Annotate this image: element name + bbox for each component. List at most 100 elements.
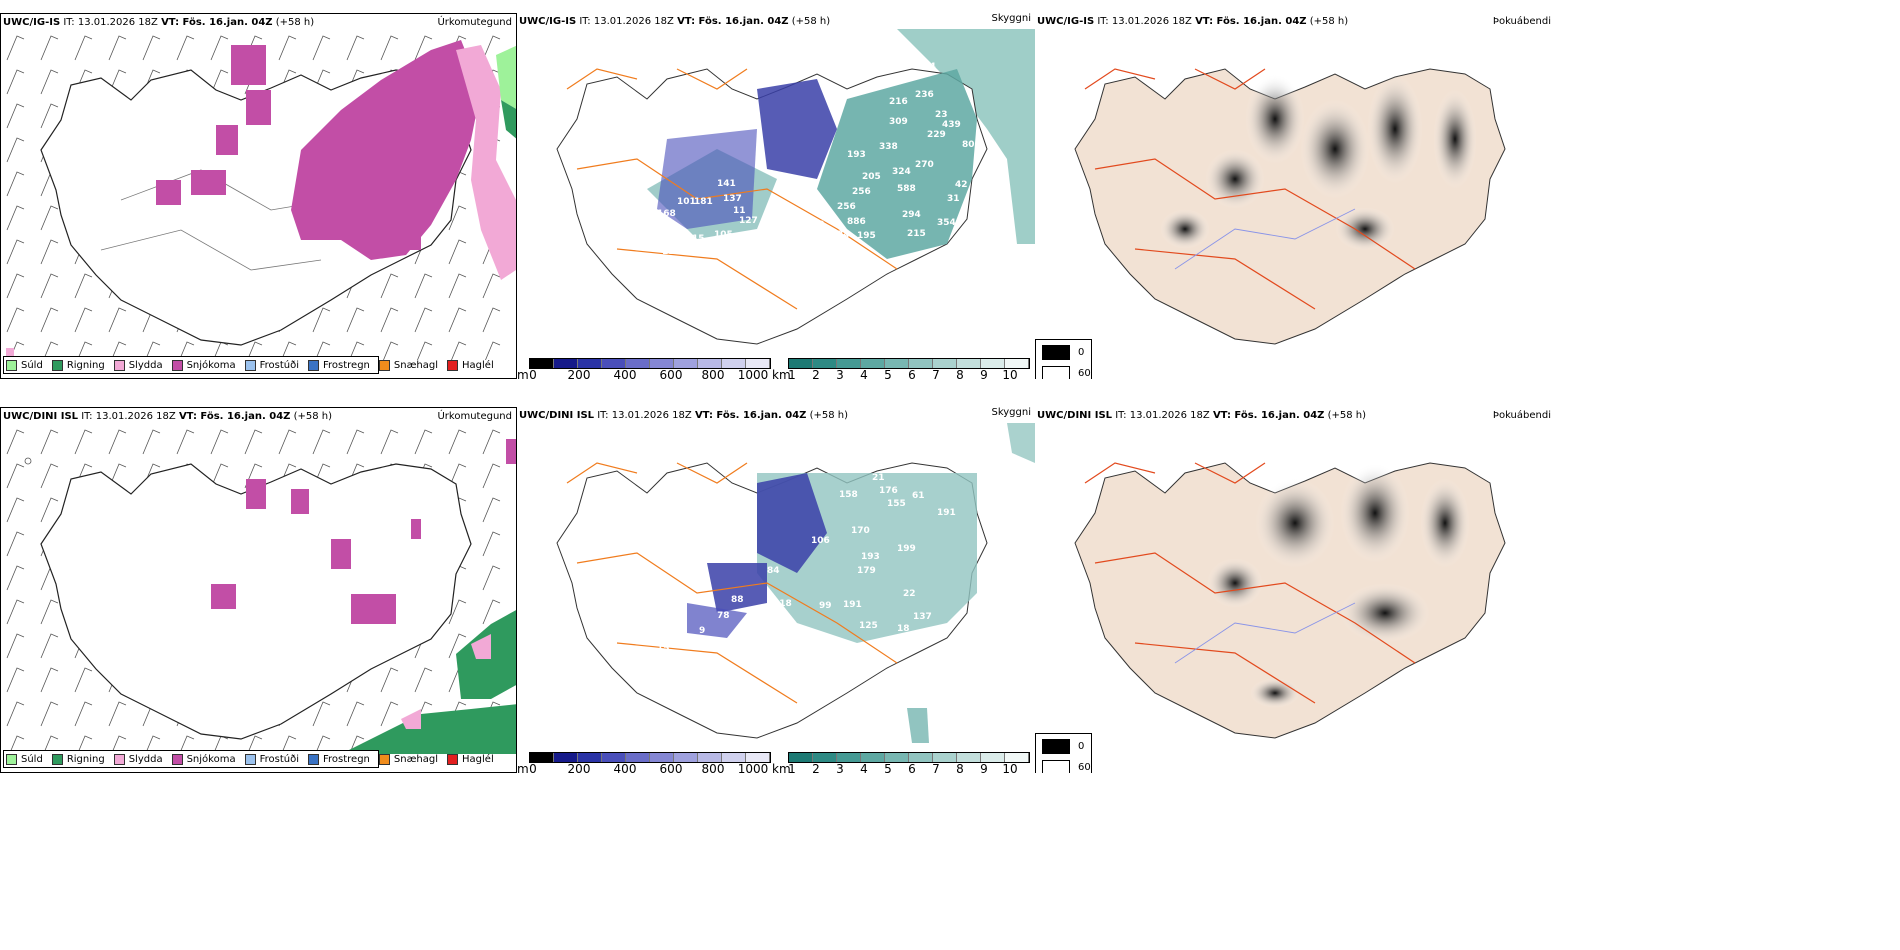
- cloud-base-colorbar: m 0 200 400 600 800 1000: [517, 751, 772, 773]
- svg-text:270: 270: [915, 160, 934, 170]
- svg-text:256: 256: [837, 202, 856, 212]
- legend-swatch: [1042, 366, 1070, 379]
- svg-text:80: 80: [962, 140, 975, 150]
- svg-text:158: 158: [839, 490, 858, 500]
- legend-swatch: [244, 753, 256, 765]
- svg-text:181: 181: [694, 197, 713, 207]
- fog-index-panel-bottom: UWC/DINI ISL IT: 13.01.2026 18Z VT: Fös.…: [1035, 407, 1555, 773]
- panel-type-title: Úrkomutegund: [437, 17, 512, 28]
- svg-text:168: 168: [657, 209, 676, 219]
- svg-text:78: 78: [717, 611, 730, 621]
- svg-text:191: 191: [843, 600, 862, 610]
- fog-index-map: [1074, 462, 1506, 739]
- precip-type-map: [1, 30, 516, 360]
- svg-text:127: 127: [739, 216, 758, 226]
- svg-text:101: 101: [677, 197, 696, 207]
- svg-text:193: 193: [861, 552, 880, 562]
- legend-item-hail: Haglél: [447, 753, 494, 765]
- svg-text:21: 21: [872, 473, 885, 483]
- sleet-area: [456, 45, 516, 280]
- legend-swatch: [6, 753, 17, 765]
- svg-text:15: 15: [662, 247, 675, 257]
- svg-text:9: 9: [699, 626, 705, 636]
- fog-index-panel-top: UWC/IG-IS IT: 13.01.2026 18Z VT: Fös. 16…: [1035, 13, 1555, 379]
- legend-swatch: [51, 359, 63, 371]
- svg-text:195: 195: [857, 231, 876, 241]
- snow-area: [291, 40, 481, 260]
- legend-item-snow-pellets: Snæhagl: [378, 753, 438, 765]
- legend-swatch: [308, 359, 319, 371]
- panel-type-title: Þokuábendi: [1492, 410, 1551, 421]
- panel-type-title: Skyggni: [991, 13, 1031, 24]
- legend-item-snow: Snjókoma: [171, 359, 236, 371]
- svg-text:324: 324: [892, 167, 911, 177]
- legend-item-hail: Haglél: [447, 359, 494, 371]
- cloud-base-visibility-map: 21 176 61 158 155 191 170 199 193 179 22 106 8…: [556, 423, 1035, 743]
- svg-text:125: 125: [859, 621, 878, 631]
- svg-text:886: 886: [847, 217, 866, 227]
- legend-swatch: [244, 359, 256, 371]
- svg-text:174: 174: [831, 230, 850, 240]
- colorbar-boxes: [788, 358, 1030, 369]
- svg-text:439: 439: [942, 120, 961, 130]
- svg-text:15: 15: [657, 644, 670, 654]
- legend-swatch: [378, 753, 390, 765]
- cloud-visibility-panel-bottom: UWC/DINI ISL IT: 13.01.2026 18Z VT: Fös.…: [517, 407, 1035, 773]
- svg-text:176: 176: [879, 486, 898, 496]
- panel-header: UWC/DINI ISL IT: 13.01.2026 18Z VT: Fös.…: [3, 411, 333, 422]
- fog-legend: 0 60: [1035, 733, 1092, 773]
- legend-swatch: [447, 753, 459, 765]
- panel-header: UWC/DINI ISL IT: 13.01.2026 18Z VT: Fös.…: [519, 410, 849, 421]
- visibility-colorbar: km 1 2 3 4 5 6 7 8 9 10: [772, 357, 1035, 379]
- svg-text:141: 141: [717, 179, 736, 189]
- svg-text:42: 42: [955, 180, 968, 190]
- legend-swatch: [171, 753, 183, 765]
- cloud-base-colorbar: m 0 200 400 600 800 1000: [517, 357, 772, 379]
- svg-text:88: 88: [731, 595, 744, 605]
- svg-text:309: 309: [889, 117, 908, 127]
- precip-type-map: [1, 424, 516, 754]
- svg-text:229: 229: [927, 130, 946, 140]
- svg-text:22: 22: [903, 589, 916, 599]
- fog-index-map: [1074, 68, 1506, 345]
- colorbar-boxes: [788, 752, 1030, 763]
- svg-text:191: 191: [937, 508, 956, 518]
- legend-item-rain: Rigning: [51, 359, 105, 371]
- fog-legend: 0 60: [1035, 339, 1092, 379]
- svg-text:7: 7: [779, 210, 785, 220]
- legend-swatch: [308, 753, 319, 765]
- panel-type-title: Skyggni: [991, 407, 1031, 418]
- svg-text:31: 31: [947, 194, 960, 204]
- panel-header: UWC/DINI ISL IT: 13.01.2026 18Z VT: Fös.…: [1037, 410, 1367, 421]
- legend-item-sleet: Slydda: [113, 753, 163, 765]
- legend-item-sleet: Slydda: [113, 359, 163, 371]
- legend-item-freezing-rain: Frostregn: [308, 753, 370, 765]
- precip-legend: Súld Rigning Slydda Snjókoma Frostúði Fr…: [3, 750, 494, 768]
- svg-text:215: 215: [907, 229, 926, 239]
- svg-text:588: 588: [897, 184, 916, 194]
- panel-type-title: Úrkomutegund: [437, 411, 512, 422]
- svg-text:11: 11: [745, 721, 758, 731]
- svg-text:11: 11: [733, 206, 746, 216]
- svg-text:118: 118: [773, 599, 792, 609]
- cloud-visibility-panel-top: UWC/IG-IS IT: 13.01.2026 18Z VT: Fös. 16…: [517, 13, 1035, 379]
- svg-text:155: 155: [887, 499, 906, 509]
- svg-text:354: 354: [937, 218, 956, 228]
- svg-text:236: 236: [915, 90, 934, 100]
- panel-header: UWC/IG-IS IT: 13.01.2026 18Z VT: Fös. 16…: [1037, 16, 1349, 27]
- legend-swatch: [113, 359, 125, 371]
- svg-text:137: 137: [913, 612, 932, 622]
- svg-text:179: 179: [857, 566, 876, 576]
- legend-swatch: [1042, 760, 1070, 773]
- legend-item-rain: Rigning: [51, 753, 105, 765]
- svg-text:554: 554: [917, 62, 936, 72]
- precip-type-panel-top: UWC/IG-IS IT: 13.01.2026 18Z VT: Fös. 16…: [0, 13, 517, 379]
- legend-swatch: [6, 359, 17, 371]
- svg-text:137: 137: [723, 194, 742, 204]
- colorbar-boxes: [529, 358, 771, 369]
- legend-swatch: [171, 359, 183, 371]
- svg-text:205: 205: [862, 172, 881, 182]
- svg-text:199: 199: [897, 544, 916, 554]
- legend-swatch: [51, 753, 63, 765]
